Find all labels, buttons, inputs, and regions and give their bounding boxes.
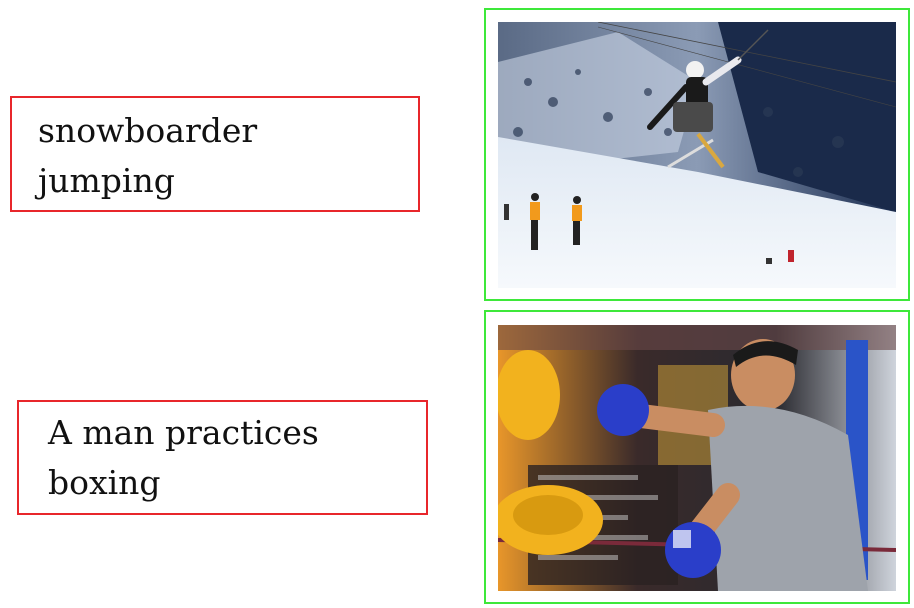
image-frame-ski xyxy=(484,8,910,301)
caption-box-snowboarder: snowboarder jumping xyxy=(10,96,420,212)
ski-jump-photo xyxy=(498,22,896,288)
image-frame-boxing xyxy=(484,310,910,604)
caption-text-snowboarder: snowboarder jumping xyxy=(38,111,258,200)
caption-box-boxing: A man practices boxing xyxy=(17,400,428,515)
boxing-photo xyxy=(498,325,896,591)
caption-text-boxing: A man practices boxing xyxy=(48,413,319,502)
